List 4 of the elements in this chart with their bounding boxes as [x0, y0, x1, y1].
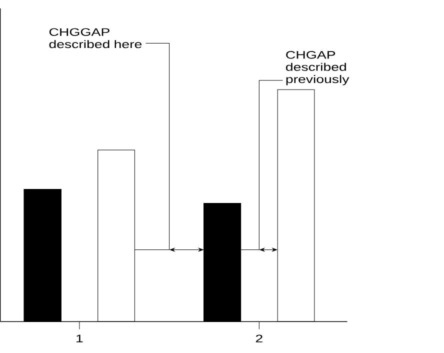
x-tick-label: 2: [256, 334, 262, 342]
text: CHGAP described previously: [286, 51, 350, 86]
text: CHGGAP described here: [49, 28, 142, 48]
x-tick-label: 1: [76, 334, 83, 342]
